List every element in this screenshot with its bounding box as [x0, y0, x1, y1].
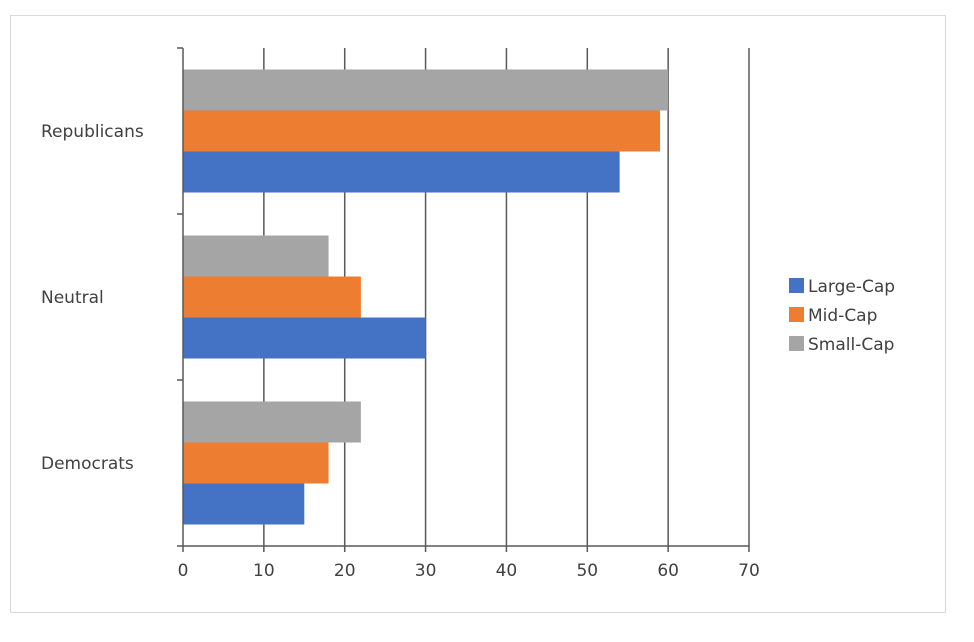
bar-republicans-mid-cap	[183, 111, 660, 152]
bar-neutral-mid-cap	[183, 277, 361, 318]
x-tick-labels: 0 10 20 30 40 50 60 70	[178, 561, 760, 581]
category-label-neutral: Neutral	[41, 288, 104, 308]
bar-neutral-small-cap	[183, 236, 329, 277]
bar-democrats-large-cap	[183, 484, 304, 525]
x-tick-label-60: 60	[657, 561, 679, 581]
bar-chart: 0 10 20 30 40 50 60 70 Democrats Neutral Republic…	[11, 16, 945, 612]
x-tick-label-30: 30	[415, 561, 437, 581]
x-tick-label-50: 50	[576, 561, 598, 581]
legend-label-large-cap: Large-Cap	[808, 277, 895, 297]
x-tick-label-70: 70	[738, 561, 760, 581]
bar-neutral-large-cap	[183, 318, 426, 359]
category-labels: Democrats Neutral Republicans	[41, 122, 144, 474]
bar-republicans-small-cap	[183, 70, 668, 111]
x-tick-label-40: 40	[496, 561, 518, 581]
legend: Large-Cap Mid-Cap Small-Cap	[789, 277, 895, 355]
legend-label-small-cap: Small-Cap	[808, 335, 894, 355]
legend-swatch-mid-cap	[789, 307, 804, 322]
legend-swatch-large-cap	[789, 278, 804, 293]
category-label-republicans: Republicans	[41, 122, 144, 142]
bar-democrats-small-cap	[183, 402, 361, 443]
x-tick-label-0: 0	[178, 561, 189, 581]
legend-swatch-small-cap	[789, 336, 804, 351]
bar-republicans-large-cap	[183, 152, 620, 193]
x-tick-label-10: 10	[253, 561, 275, 581]
category-label-democrats: Democrats	[41, 454, 134, 474]
bar-democrats-mid-cap	[183, 443, 329, 484]
x-tick-label-20: 20	[334, 561, 356, 581]
chart-frame: 0 10 20 30 40 50 60 70 Democrats Neutral Republic…	[10, 15, 946, 613]
legend-label-mid-cap: Mid-Cap	[808, 306, 877, 326]
